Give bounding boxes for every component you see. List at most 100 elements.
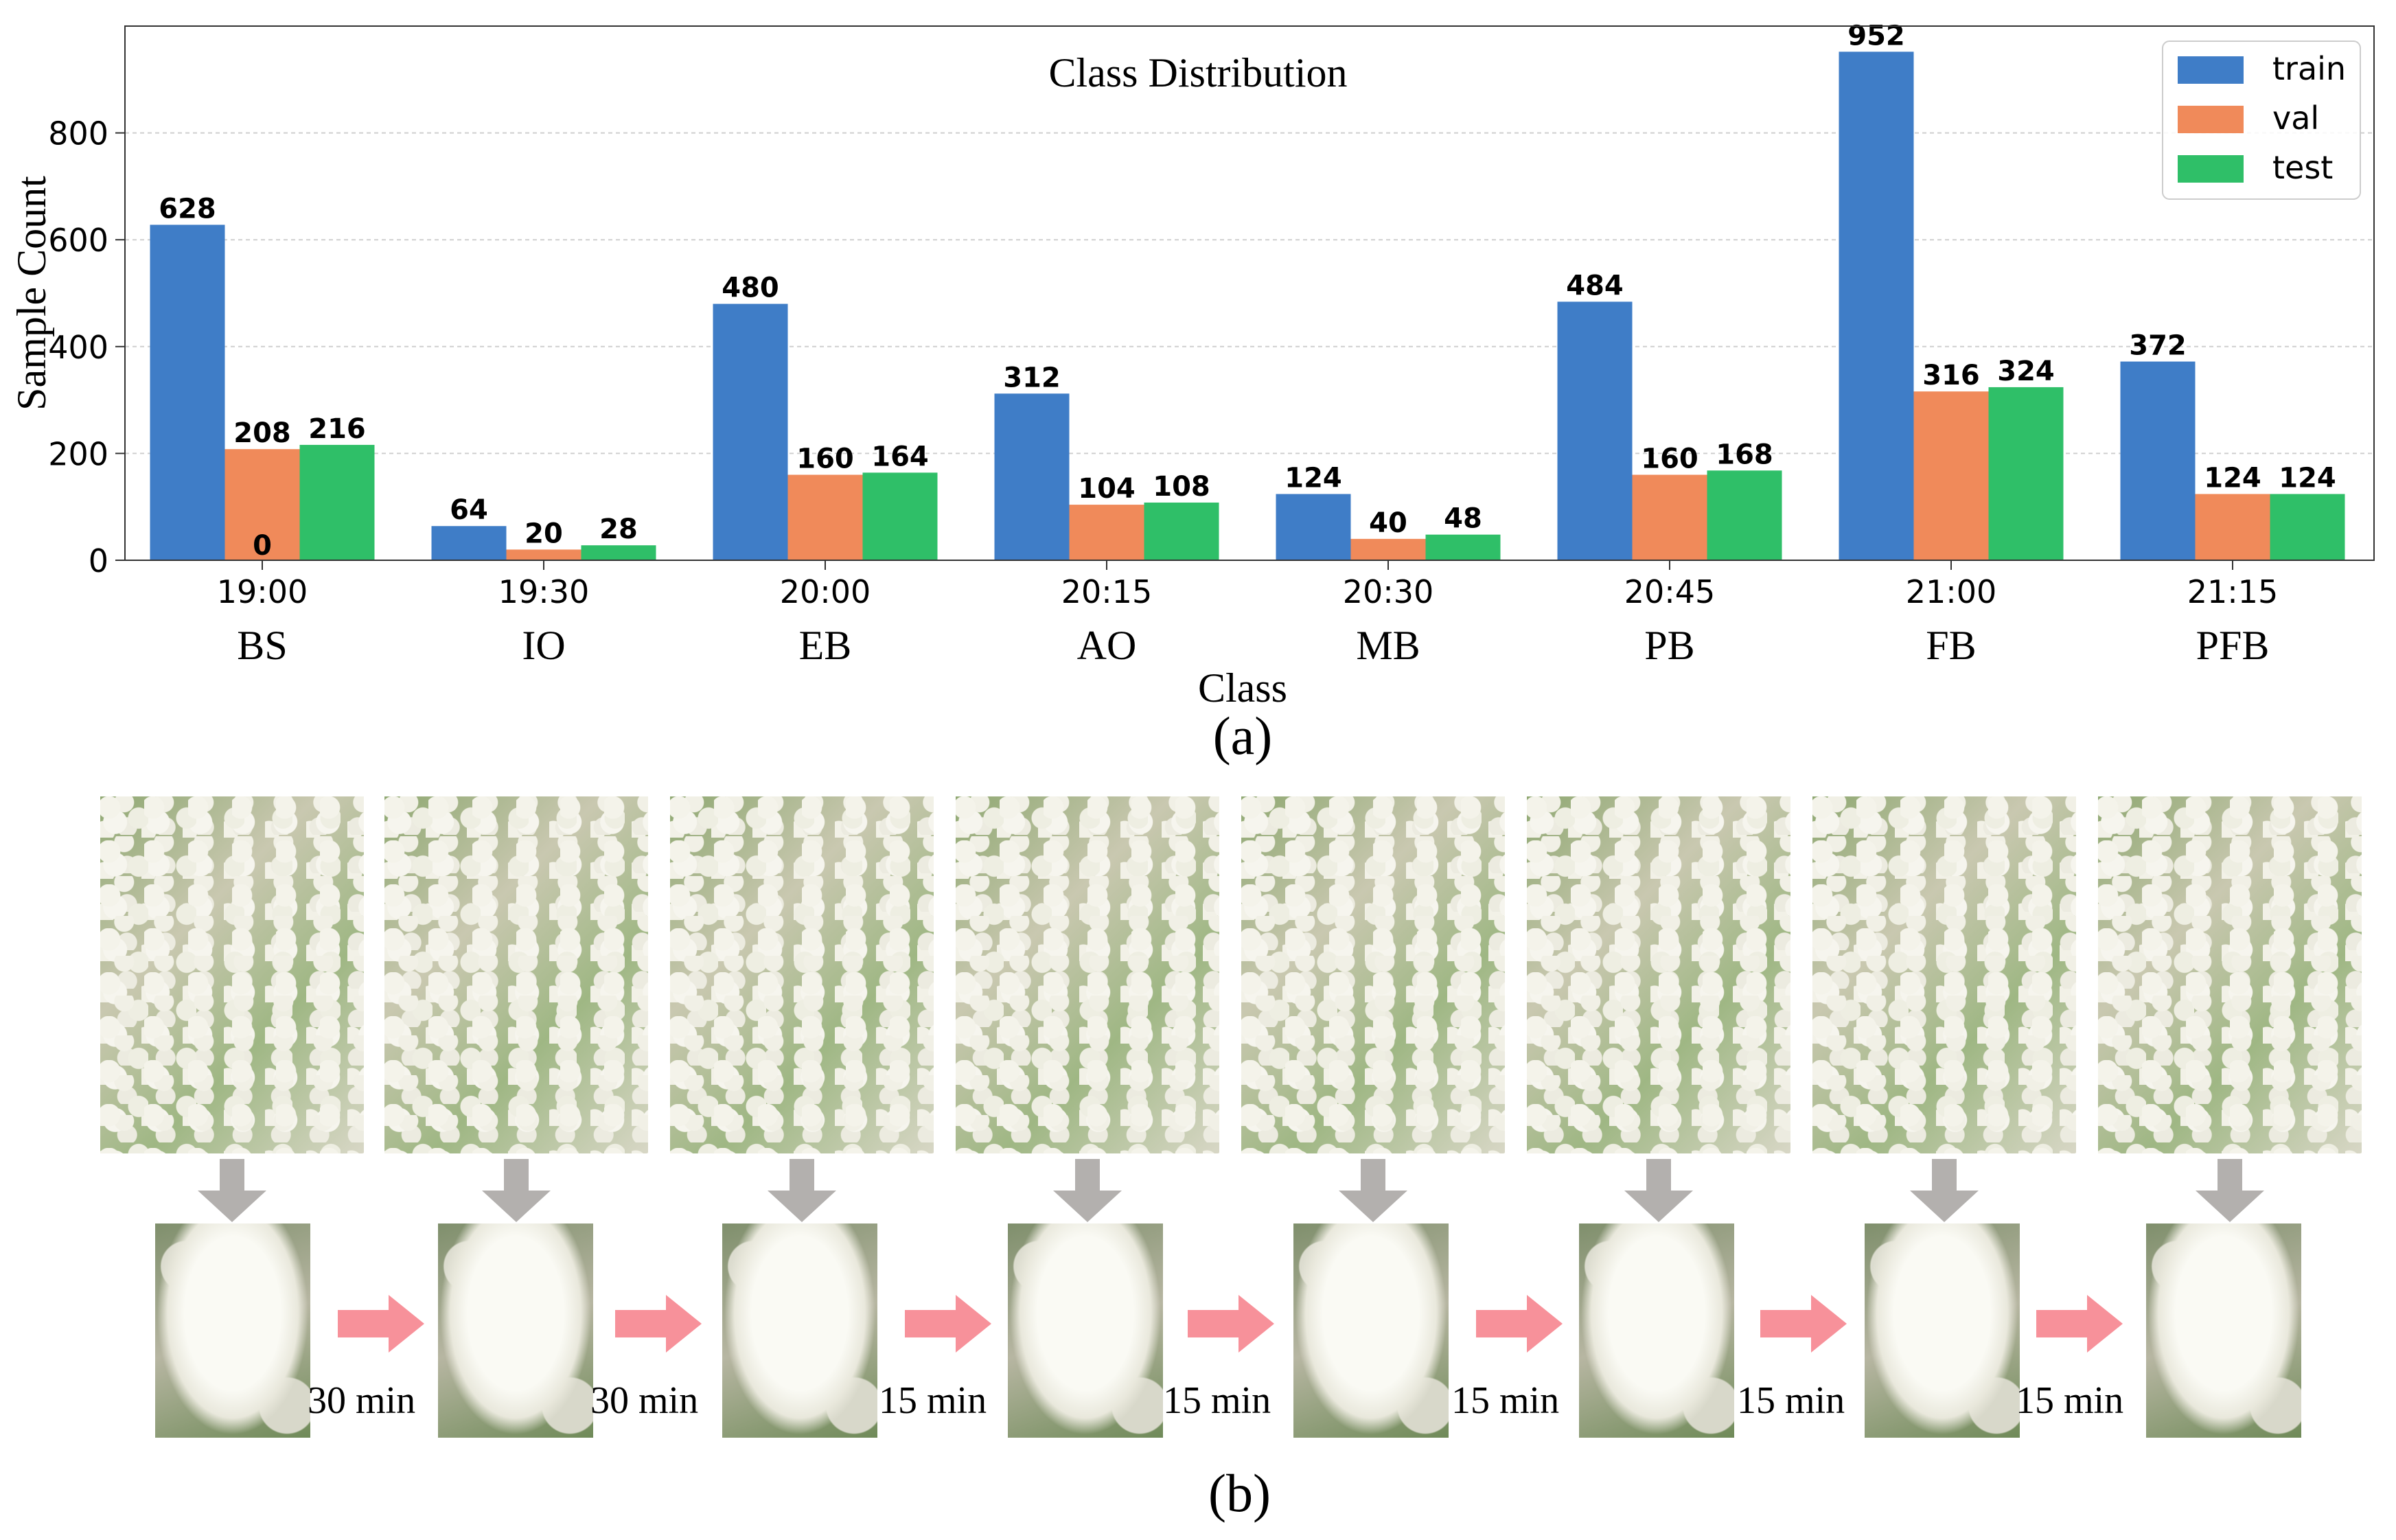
bar-value-label: 324	[1997, 356, 2055, 387]
bar-value-label: 64	[450, 494, 488, 526]
cluster-photo-fb	[1812, 796, 2076, 1153]
bud-closeup-photo-ao	[1008, 1223, 1163, 1438]
y-tick-label: 800	[48, 115, 108, 152]
bars	[150, 51, 2345, 561]
bar-value-label: 20	[525, 518, 563, 549]
bud-closeup-photo-pfb	[2146, 1223, 2301, 1438]
bar-val	[1069, 505, 1144, 560]
x-tick-class-label: EB	[799, 623, 852, 668]
x-tick-class-label: IO	[522, 623, 565, 668]
cluster-photo-eb	[670, 796, 934, 1153]
bar-train	[994, 393, 1070, 560]
bar-value-label: 316	[1922, 360, 1980, 391]
bar-value-label: 484	[1566, 270, 1624, 301]
bar-annotation: 0	[253, 530, 272, 562]
bar-test	[862, 472, 938, 560]
bar-value-label: 952	[1847, 20, 1905, 51]
cluster-photo-pb	[1527, 796, 1790, 1153]
bar-val	[1913, 391, 1989, 560]
bar-value-label: 124	[2204, 463, 2261, 494]
legend-label-train: train	[2272, 50, 2346, 87]
panel-b-label: (b)	[1208, 1463, 1271, 1523]
x-tick-time-label: 20:00	[780, 573, 871, 610]
bar-train	[150, 225, 225, 560]
bar-test	[299, 444, 375, 560]
plot-frame	[124, 25, 2375, 561]
interval-label: 15 min	[879, 1379, 987, 1422]
bar-test	[1707, 470, 1782, 560]
x-tick-time-label: 19:00	[217, 573, 308, 610]
bar-val	[224, 449, 300, 560]
bar-train	[431, 526, 507, 560]
bar-value-label: 108	[1153, 471, 1210, 503]
x-tick-class-label: PFB	[2196, 623, 2270, 668]
bar-test	[2270, 494, 2345, 560]
down-arrow-icon	[768, 1159, 836, 1222]
y-tick-label: 200	[48, 435, 108, 472]
y-tick-label: 0	[89, 542, 108, 579]
x-tick-class-label: FB	[1926, 623, 1976, 668]
down-arrow-icon	[1053, 1159, 1122, 1222]
down-arrow-icon	[2196, 1159, 2264, 1222]
bar-val	[1350, 538, 1426, 560]
down-arrow-icon	[1624, 1159, 1693, 1222]
cluster-photo-mb	[1241, 796, 1505, 1153]
bar-val	[506, 549, 581, 560]
panel-a-label: (a)	[1213, 706, 1273, 766]
x-tick-time-label: 20:30	[1343, 573, 1434, 610]
bar-value-label: 104	[1078, 473, 1136, 505]
bud-closeup-photo-bs	[155, 1223, 310, 1438]
bar-value-label: 628	[159, 193, 216, 225]
bar-value-label: 48	[1444, 503, 1482, 535]
right-arrow-icon	[1476, 1295, 1563, 1353]
bar-value-label: 312	[1003, 362, 1061, 393]
legend-swatch-val	[2178, 106, 2244, 133]
bar-value-label: 40	[1369, 507, 1407, 539]
x-axis-label: Class	[1198, 665, 1287, 711]
right-arrow-icon	[905, 1295, 991, 1353]
bud-closeup-photo-fb	[1865, 1223, 2020, 1438]
x-tick-class-label: MB	[1356, 623, 1420, 668]
interval-label: 15 min	[1737, 1379, 1845, 1422]
right-arrow-icon	[1188, 1295, 1274, 1353]
interval-label: 15 min	[1451, 1379, 1560, 1422]
legend-swatch-test	[2178, 155, 2244, 183]
bar-test	[1988, 387, 2064, 560]
down-arrow-icon	[1339, 1159, 1407, 1222]
interval-label: 30 min	[590, 1379, 699, 1422]
down-arrow-icon	[1910, 1159, 1979, 1222]
bar-train	[2120, 361, 2196, 560]
right-arrow-icon	[615, 1295, 702, 1353]
right-arrow-icon	[338, 1295, 424, 1353]
y-tick-label: 600	[48, 222, 108, 259]
x-tick-class-label: PB	[1644, 623, 1694, 668]
bud-closeup-photo-mb	[1293, 1223, 1449, 1438]
bar-test	[1144, 502, 1219, 560]
y-axis-label: Sample Count	[9, 176, 54, 411]
cluster-photo-io	[384, 796, 648, 1153]
bar-test	[581, 545, 656, 560]
x-tick-time-label: 19:30	[498, 573, 590, 610]
cluster-photo-bs	[100, 796, 364, 1153]
bar-value-label: 160	[796, 444, 854, 475]
legend-swatch-train	[2178, 56, 2244, 84]
y-tick-label: 400	[48, 329, 108, 366]
down-arrow-icon	[482, 1159, 551, 1222]
bud-closeup-photo-pb	[1579, 1223, 1734, 1438]
bar-value-label: 216	[308, 413, 366, 445]
bar-test	[1425, 534, 1501, 560]
bar-value-label: 480	[722, 273, 779, 304]
x-tick-class-label: BS	[237, 623, 287, 668]
chart-title: Class Distribution	[1048, 50, 1347, 95]
legend-label-test: test	[2272, 149, 2333, 186]
bar-value-label: 168	[1716, 439, 1773, 470]
axes: 020040060080019:00BS19:30IO20:00EB20:15A…	[48, 115, 2278, 668]
interval-label: 15 min	[1163, 1379, 1271, 1422]
cluster-photo-pfb	[2098, 796, 2362, 1153]
bar-value-label: 124	[1285, 463, 1342, 494]
right-arrow-icon	[1760, 1295, 1847, 1353]
bar-val	[2195, 494, 2270, 560]
bar-val	[787, 474, 863, 560]
bar-train	[1839, 51, 1914, 561]
